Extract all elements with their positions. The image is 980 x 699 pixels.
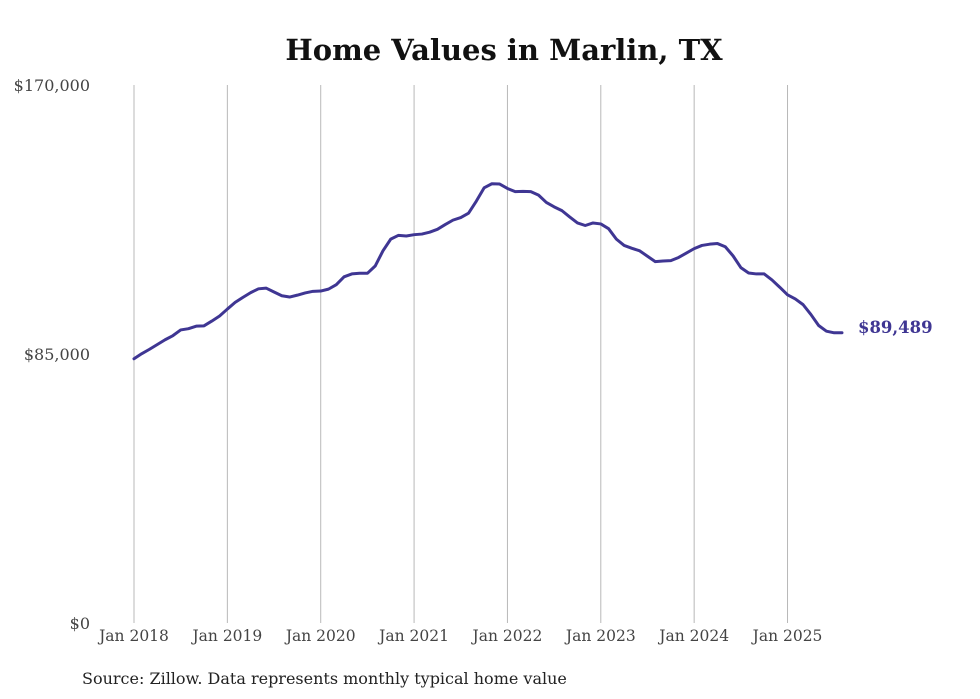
home-value-line [132,182,844,361]
end-value-label: $89,489 [858,318,933,337]
x-tick-label: Jan 2021 [377,627,449,645]
x-tick-label: Jan 2019 [190,627,262,645]
x-tick-label: Jan 2023 [564,627,636,645]
x-tick-label: Jan 2024 [657,627,729,645]
x-tick-label: Jan 2020 [284,627,356,645]
y-tick-label: $0 [70,614,90,633]
x-tick-label: Jan 2025 [751,627,823,645]
series-layer: $89,489 [132,182,933,361]
source-note: Source: Zillow. Data represents monthly … [82,669,567,688]
y-tick-label: $170,000 [14,76,90,95]
chart-title: Home Values in Marlin, TX [285,33,723,67]
x-gridlines [133,85,789,623]
y-axis-ticks: $0 $85,000 $170,000 [14,76,90,633]
x-tick-label: Jan 2018 [97,627,169,645]
x-axis-ticks: Jan 2018 Jan 2019 Jan 2020 Jan 2021 Jan 2022… [97,627,822,645]
x-tick-label: Jan 2022 [471,627,543,645]
y-tick-label: $85,000 [24,345,90,364]
